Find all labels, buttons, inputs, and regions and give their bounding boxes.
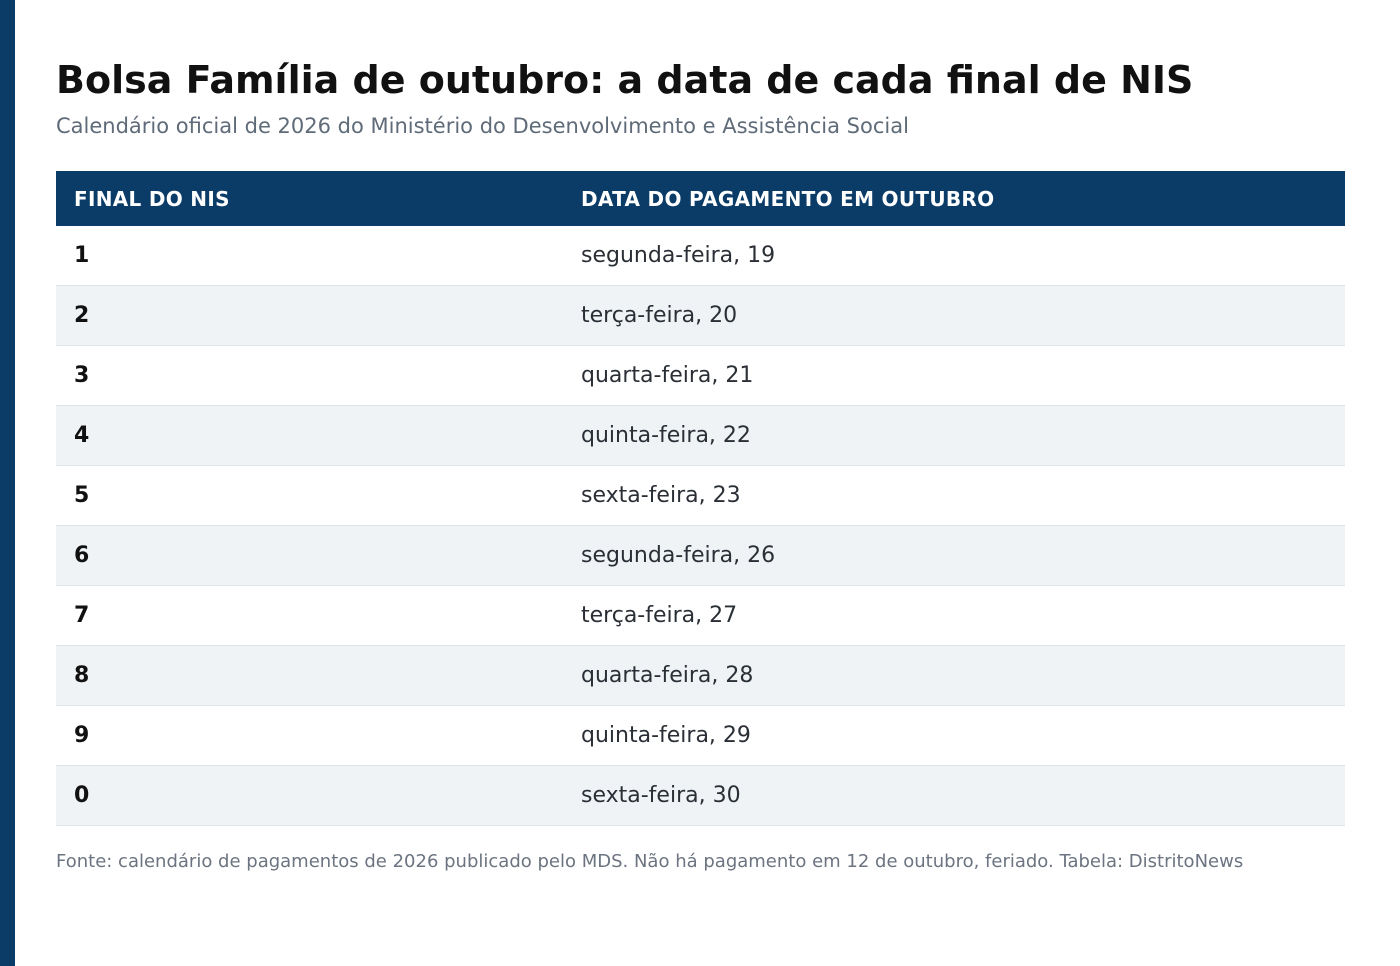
table-row: 2 terça-feira, 20	[56, 285, 1345, 346]
nis-final-cell: 2	[56, 285, 563, 346]
nis-final-cell: 6	[56, 525, 563, 586]
payment-date-cell: quarta-feira, 28	[563, 645, 1345, 706]
payment-date-cell: sexta-feira, 30	[563, 765, 1345, 826]
nis-final-cell: 1	[56, 226, 563, 286]
table-row: 3 quarta-feira, 21	[56, 345, 1345, 406]
table-row: 7 terça-feira, 27	[56, 585, 1345, 646]
payment-date-cell: segunda-feira, 19	[563, 226, 1345, 286]
payment-date-cell: terça-feira, 20	[563, 285, 1345, 346]
table-row: 8 quarta-feira, 28	[56, 645, 1345, 706]
payment-date-cell: quinta-feira, 22	[563, 405, 1345, 466]
column-header-payment-date: DATA DO PAGAMENTO EM OUTUBRO	[563, 171, 1345, 226]
table-row: 0 sexta-feira, 30	[56, 765, 1345, 826]
table-row: 9 quinta-feira, 29	[56, 705, 1345, 766]
table-row: 1 segunda-feira, 19	[56, 226, 1345, 286]
payment-date-cell: quinta-feira, 29	[563, 705, 1345, 766]
nis-final-cell: 5	[56, 465, 563, 526]
nis-final-cell: 9	[56, 705, 563, 766]
column-header-final-nis: FINAL DO NIS	[56, 171, 563, 226]
payment-date-cell: sexta-feira, 23	[563, 465, 1345, 526]
table-row: 4 quinta-feira, 22	[56, 405, 1345, 466]
table-row: 6 segunda-feira, 26	[56, 525, 1345, 586]
source-footnote: Fonte: calendário de pagamentos de 2026 …	[56, 851, 1244, 872]
payment-calendar-table: FINAL DO NIS DATA DO PAGAMENTO EM OUTUBR…	[56, 171, 1345, 826]
page-subtitle: Calendário oficial de 2026 do Ministério…	[56, 114, 909, 138]
payment-date-cell: terça-feira, 27	[563, 585, 1345, 646]
table-header-row: FINAL DO NIS DATA DO PAGAMENTO EM OUTUBR…	[56, 171, 1345, 226]
nis-final-cell: 0	[56, 765, 563, 826]
nis-final-cell: 3	[56, 345, 563, 406]
nis-final-cell: 8	[56, 645, 563, 706]
accent-bar	[0, 0, 15, 966]
payment-date-cell: quarta-feira, 21	[563, 345, 1345, 406]
nis-final-cell: 7	[56, 585, 563, 646]
article-content: Bolsa Família de outubro: a data de cada…	[56, 0, 1345, 876]
page-title: Bolsa Família de outubro: a data de cada…	[56, 58, 1194, 102]
table-row: 5 sexta-feira, 23	[56, 465, 1345, 526]
payment-date-cell: segunda-feira, 26	[563, 525, 1345, 586]
nis-final-cell: 4	[56, 405, 563, 466]
